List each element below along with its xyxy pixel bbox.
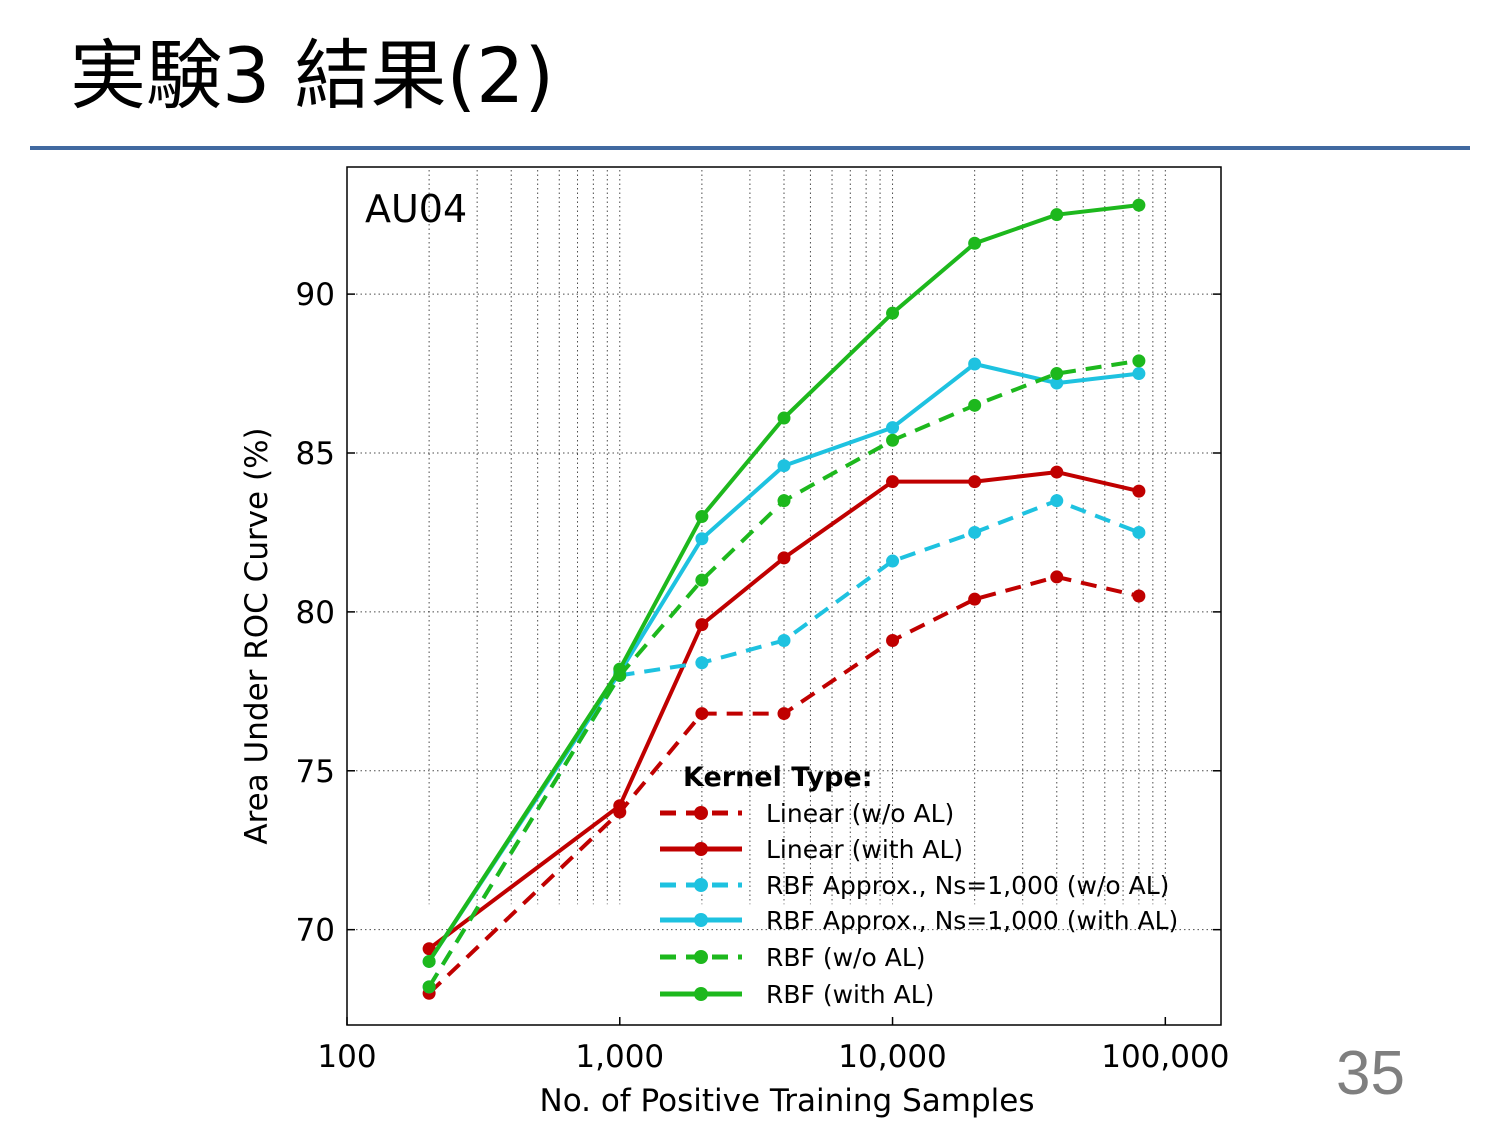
y-tick-label: 90 bbox=[296, 277, 335, 313]
series-5 bbox=[422, 354, 1146, 994]
data-point bbox=[1132, 589, 1146, 603]
y-tick-label: 85 bbox=[296, 436, 335, 472]
x-tick-label: 100,000 bbox=[1101, 1039, 1229, 1075]
y-tick-label: 75 bbox=[296, 754, 335, 790]
data-point bbox=[968, 236, 982, 250]
data-point bbox=[777, 551, 791, 565]
data-point bbox=[1132, 484, 1146, 498]
data-point bbox=[695, 532, 709, 546]
series-line bbox=[427, 203, 1140, 963]
series-lines bbox=[422, 198, 1146, 1000]
data-point bbox=[777, 633, 791, 647]
page-number: 35 bbox=[1336, 1039, 1405, 1108]
legend-label: RBF Approx., Ns=1,000 (w/o AL) bbox=[766, 871, 1169, 900]
data-point bbox=[1132, 198, 1146, 212]
legend-swatch-marker bbox=[694, 913, 708, 927]
data-point bbox=[1132, 367, 1146, 381]
data-point bbox=[777, 707, 791, 721]
data-point bbox=[777, 494, 791, 508]
data-point bbox=[1050, 367, 1064, 381]
legend-entry: RBF Approx., Ns=1,000 (w/o AL) bbox=[660, 871, 1169, 900]
series-2 bbox=[422, 465, 1146, 956]
legend-entry: RBF Approx., Ns=1,000 (with AL) bbox=[660, 906, 1178, 935]
data-point bbox=[695, 618, 709, 632]
x-axis-label: No. of Positive Training Samples bbox=[540, 1083, 1035, 1119]
data-point bbox=[886, 421, 900, 435]
legend-swatch-marker bbox=[694, 806, 708, 820]
data-point bbox=[1132, 525, 1146, 539]
data-point bbox=[695, 573, 709, 587]
slide-title: 実験3 結果(2) bbox=[70, 31, 555, 120]
data-point bbox=[1050, 494, 1064, 508]
data-point bbox=[422, 980, 436, 994]
legend-entry: Linear (w/o AL) bbox=[660, 799, 954, 828]
data-point bbox=[886, 633, 900, 647]
legend-swatch-marker bbox=[694, 950, 708, 964]
data-point bbox=[613, 662, 627, 676]
legend-entry: RBF (with AL) bbox=[660, 980, 934, 1009]
series-line bbox=[427, 358, 1140, 988]
data-point bbox=[1050, 376, 1064, 390]
legend-entry: Linear (with AL) bbox=[660, 835, 963, 864]
legend-swatch-marker bbox=[694, 842, 708, 856]
data-point bbox=[1050, 208, 1064, 222]
axis-ticks: 70 75 80 85 90 100 1,000 10,000 100,000 bbox=[296, 277, 1230, 1075]
data-point bbox=[968, 592, 982, 606]
y-axis-label: Area Under ROC Curve (%) bbox=[239, 427, 275, 844]
panel-label: AU04 bbox=[365, 187, 467, 231]
legend-label: Linear (with AL) bbox=[766, 835, 963, 864]
plot-frame bbox=[346, 166, 1222, 1026]
data-point bbox=[777, 459, 791, 473]
data-point bbox=[968, 357, 982, 371]
legend-swatch-marker bbox=[694, 878, 708, 892]
data-point bbox=[422, 942, 436, 956]
data-point bbox=[968, 525, 982, 539]
legend-label: Linear (w/o AL) bbox=[766, 799, 954, 828]
data-point bbox=[695, 707, 709, 721]
x-tick-label: 100 bbox=[317, 1039, 376, 1075]
data-point bbox=[777, 411, 791, 425]
series-line bbox=[427, 574, 1140, 995]
x-tick-label: 1,000 bbox=[575, 1039, 664, 1075]
data-point bbox=[1050, 570, 1064, 584]
legend-label: RBF Approx., Ns=1,000 (with AL) bbox=[766, 906, 1178, 935]
data-point bbox=[422, 954, 436, 968]
grid-lines bbox=[347, 170, 1221, 931]
legend-label: RBF (with AL) bbox=[766, 980, 934, 1009]
data-point bbox=[886, 554, 900, 568]
data-point bbox=[886, 306, 900, 320]
y-tick-label: 80 bbox=[296, 595, 335, 631]
data-point bbox=[695, 656, 709, 670]
y-tick-label: 70 bbox=[296, 913, 335, 949]
data-point bbox=[968, 398, 982, 412]
data-point bbox=[968, 475, 982, 489]
data-point bbox=[1050, 465, 1064, 479]
series-line bbox=[427, 498, 1140, 988]
data-point bbox=[886, 433, 900, 447]
legend-label: RBF (w/o AL) bbox=[766, 943, 926, 972]
legend-swatch-marker bbox=[694, 987, 708, 1001]
series-6 bbox=[422, 198, 1146, 968]
x-tick-label: 10,000 bbox=[838, 1039, 946, 1075]
legend-title: Kernel Type: bbox=[683, 762, 873, 793]
data-point bbox=[613, 799, 627, 813]
legend: Kernel Type: Linear (w/o AL) Linear (with… bbox=[660, 762, 1178, 1009]
title-divider bbox=[30, 146, 1470, 150]
legend-entries: Linear (w/o AL) Linear (with AL) RBF Appro… bbox=[660, 799, 1178, 1009]
data-point bbox=[886, 475, 900, 489]
series-line bbox=[427, 470, 1140, 951]
data-point bbox=[1132, 354, 1146, 368]
legend-entry: RBF (w/o AL) bbox=[660, 943, 926, 972]
data-point bbox=[695, 510, 709, 524]
